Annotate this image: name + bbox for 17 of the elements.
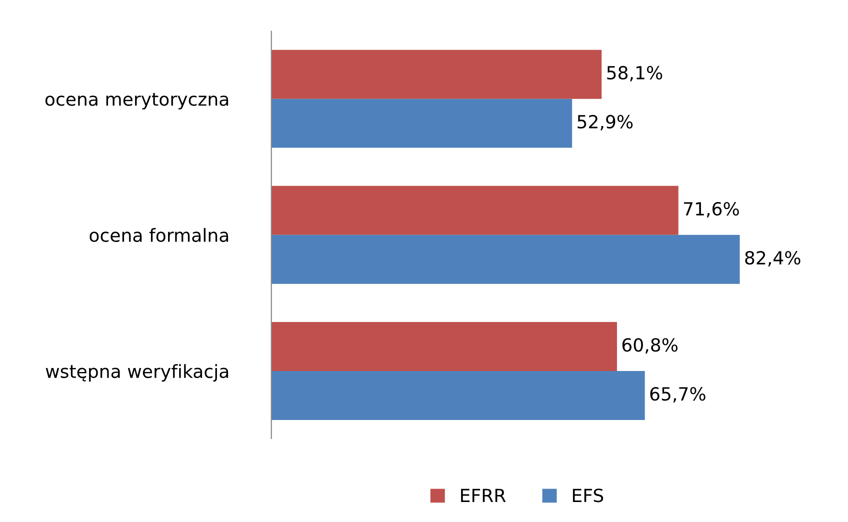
bar: [271, 50, 602, 99]
bar: [271, 98, 572, 148]
data-label: 58,1%: [607, 66, 662, 82]
y-tick-label: ocena merytoryczna: [45, 93, 228, 110]
data-label: 65,7%: [650, 387, 706, 403]
bar: [271, 322, 617, 371]
legend-label: EFRR: [461, 488, 506, 502]
bar: [271, 370, 645, 420]
data-label: 60,8%: [622, 338, 678, 354]
bar: [271, 234, 740, 284]
data-label: 71,6%: [684, 202, 739, 218]
data-label: 82,4%: [745, 250, 800, 266]
y-tick-label: wstępna weryfikacja: [46, 364, 228, 382]
data-label: 52,9%: [578, 114, 633, 130]
y-tick-label: ocena formalna: [90, 228, 228, 242]
bar: [271, 186, 678, 235]
legend-label: EFS: [572, 488, 604, 502]
